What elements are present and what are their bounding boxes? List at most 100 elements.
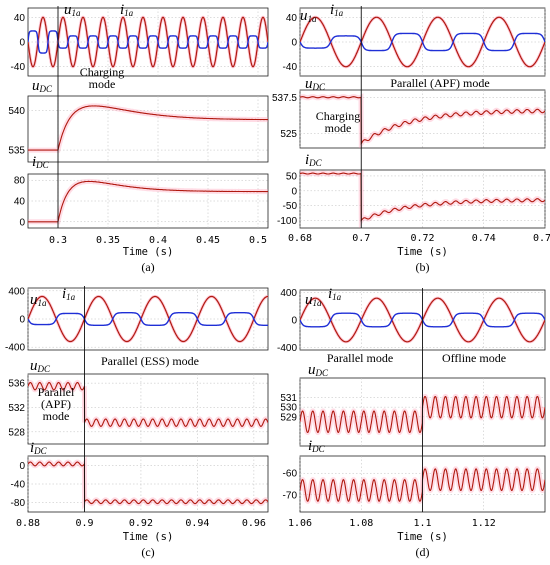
x-tick-label: 0.3 <box>49 235 67 246</box>
x-tick-label: 1.06 <box>288 518 312 529</box>
y-tick-label: 80 <box>14 176 26 187</box>
series-label-iDC: iDC <box>308 438 326 454</box>
y-tick-label: 528 <box>8 427 25 438</box>
trace <box>28 381 268 427</box>
x-tick-label: 1.1 <box>413 518 431 529</box>
y-tick-label: 40 <box>14 197 26 208</box>
y-tick-label: 540 <box>8 106 25 117</box>
y-tick-label: 40 <box>286 13 298 24</box>
voltage-trace <box>28 295 268 343</box>
subplot: 50 0 -50 -100 iDC <box>277 152 546 229</box>
mode-annotation: mode <box>89 77 116 91</box>
series-label-uDC: uDC <box>305 76 326 92</box>
mode-annotation: mode <box>325 121 352 135</box>
x-axis-label: Time (s) <box>397 531 448 543</box>
subplot: -60 -70 iDC <box>283 438 546 513</box>
mode-annotation: Parallel <box>38 385 75 399</box>
panel-caption: (b) <box>416 260 430 274</box>
mode-title: Parallel (APF) mode <box>390 76 489 90</box>
y-tick-label: -40 <box>283 62 298 73</box>
y-tick-label: 532 <box>8 403 25 414</box>
series-label-uDC: uDC <box>30 358 51 374</box>
traces <box>28 456 268 510</box>
series-label-i1a: i1a <box>330 2 344 18</box>
x-tick-label: 0.74 <box>472 233 496 244</box>
y-tick-label: 0 <box>19 217 25 228</box>
series-label-uDC: uDC <box>308 362 329 378</box>
subplot: 0 -40 -80 iDC <box>11 440 269 513</box>
x-tick-label: 1.08 <box>349 518 373 529</box>
y-tick-label: 400 <box>8 286 25 297</box>
panel-caption: (c) <box>141 545 154 559</box>
mode-annotation: Charging <box>316 109 360 123</box>
series-label-u1a: u1a <box>300 8 317 24</box>
x-axis-label: Time (s) <box>123 531 174 543</box>
traces <box>28 15 268 69</box>
y-tick-label: 0 <box>19 315 25 326</box>
traces <box>28 178 268 225</box>
axes-frame <box>27 373 269 445</box>
current-trace <box>28 30 268 54</box>
y-tick-label: -400 <box>5 343 25 354</box>
y-tick-label: -80 <box>11 498 26 509</box>
mode-annotation: (APF) <box>41 397 71 411</box>
mode-title: Parallel (ESS) mode <box>101 354 199 368</box>
x-tick-label: 0.96 <box>242 518 266 529</box>
panel-caption: (d) <box>416 545 430 559</box>
x-tick-label: 0.68 <box>288 233 312 244</box>
subplot: 400 0 -400 u1a i1a <box>5 286 269 354</box>
panel-caption: (a) <box>141 260 154 274</box>
series-label-iDC: iDC <box>32 154 50 170</box>
y-tick-label: 530 <box>280 403 297 414</box>
trace <box>300 96 545 146</box>
traces <box>300 93 545 148</box>
y-tick-label: -50 <box>283 201 298 212</box>
y-tick-label: 0 <box>19 461 25 472</box>
current-trace <box>300 32 545 52</box>
current-trace <box>28 312 268 326</box>
series-label-u1a: u1a <box>30 292 47 308</box>
mode-title: Offline mode <box>442 351 506 365</box>
series-label-i1a: i1a <box>120 2 134 18</box>
trace <box>28 461 268 505</box>
mode-annotation: mode <box>43 409 70 423</box>
x-tick-label: 0.94 <box>185 518 209 529</box>
x-axis-label: Time (s) <box>397 246 448 258</box>
series-label-uDC: uDC <box>32 78 53 94</box>
y-tick-label: -100 <box>277 216 297 227</box>
y-tick-label: -70 <box>283 490 298 501</box>
trace <box>28 180 268 223</box>
panel-c: 4000-400u1ai1a536532528uDCParallel(APF)m… <box>5 286 269 559</box>
y-tick-label: 0 <box>291 38 297 49</box>
x-tick-label: 0.72 <box>410 233 434 244</box>
trace <box>300 172 545 223</box>
y-tick-label: 537.5 <box>272 93 297 104</box>
x-tick-label: 0.9 <box>75 518 93 529</box>
axes-frame <box>27 95 269 163</box>
x-tick-label: 0.88 <box>16 518 40 529</box>
series-label-i1a: i1a <box>328 286 342 302</box>
traces <box>28 103 268 153</box>
x-tick-label: 0.45 <box>196 235 220 246</box>
x-tick-label: 0.5 <box>249 235 267 246</box>
series-label-iDC: iDC <box>30 440 48 456</box>
y-tick-label: 0 <box>291 316 297 327</box>
y-tick-label: 531 <box>280 393 297 404</box>
subplot: 536 532 528 uDC Parallel(APF)mode Parallel (E… <box>8 354 269 445</box>
mode-annotation: Charging <box>80 65 124 79</box>
x-tick-label: 0.35 <box>96 235 120 246</box>
y-tick-label: 536 <box>8 379 25 390</box>
series-label-iDC: iDC <box>305 152 323 168</box>
subplot: 400 0 -400 u1a i1a Parallel mode Offline mode <box>277 286 546 365</box>
subplot: 40 0 -40 u1a i1a <box>283 2 546 77</box>
x-tick-label: 0.7 <box>352 233 370 244</box>
y-tick-label: 0 <box>291 186 297 197</box>
traces <box>300 170 545 228</box>
x-tick-label: 0.92 <box>129 518 153 529</box>
mode-title: Parallel mode <box>327 351 393 365</box>
